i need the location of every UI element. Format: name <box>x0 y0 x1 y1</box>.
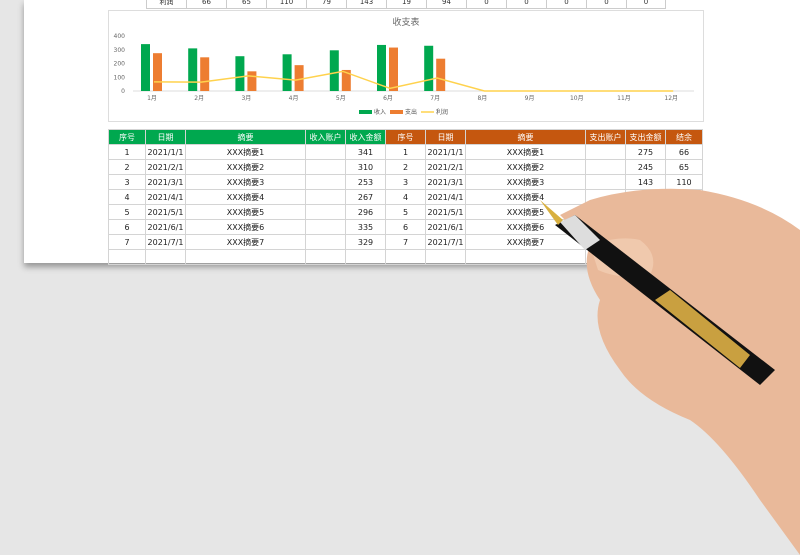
column-header[interactable]: 支出账户 <box>585 129 626 145</box>
legend-label: 支出 <box>405 108 417 116</box>
profit-cell: 0 <box>586 0 626 8</box>
column-header[interactable]: 收入金额 <box>345 129 386 145</box>
expense-bar <box>153 53 162 91</box>
column-header[interactable]: 日期 <box>425 129 466 145</box>
column-header[interactable]: 支出金额 <box>625 129 666 145</box>
legend-swatch <box>390 110 403 114</box>
profit-cell: 94 <box>426 0 466 8</box>
column-header[interactable]: 摘要 <box>465 129 586 145</box>
ledger-table: 序号 日期 摘要 收入账户 收入金额 序号 日期 摘要 支出账户 支出金额 结余 1 2021/1/1 X… <box>108 129 703 265</box>
column-header[interactable]: 序号 <box>108 129 146 145</box>
y-tick-label: 100 <box>114 74 126 81</box>
income-bar <box>424 45 434 91</box>
expense-bar <box>294 65 304 91</box>
income-bar <box>329 50 339 91</box>
expense-bar <box>341 69 351 91</box>
profit-cell: 66 <box>186 0 226 8</box>
legend-label: 利润 <box>436 108 448 116</box>
profit-cell: 65 <box>226 0 266 8</box>
x-tick-label: 2月 <box>194 95 204 102</box>
column-header[interactable]: 序号 <box>385 129 426 145</box>
profit-cell: 0 <box>466 0 506 8</box>
table-row: 2 2021/2/1 XXX摘要2 310 2 2021/2/1 XXX摘要2 245 65 <box>108 159 703 175</box>
profit-cell: 0 <box>506 0 546 8</box>
x-tick-label: 3月 <box>241 95 251 102</box>
x-tick-label: 9月 <box>525 95 535 102</box>
chart-title: 收支表 <box>392 16 419 28</box>
profit-cell: 0 <box>626 0 666 8</box>
x-tick-label: 7月 <box>430 95 440 102</box>
x-tick-label: 6月 <box>383 95 393 102</box>
y-tick-label: 400 <box>114 33 126 40</box>
expense-bar <box>389 47 398 91</box>
profit-cell: 0 <box>546 0 586 8</box>
column-header[interactable]: 结余 <box>665 129 703 145</box>
profit-row: 利润 66 65 110 79 143 19 94 0 0 0 0 0 <box>146 0 666 9</box>
profit-cell: 79 <box>306 0 346 8</box>
profit-cell: 19 <box>386 0 426 8</box>
x-tick-label: 12月 <box>664 95 678 102</box>
x-tick-label: 8月 <box>477 95 487 102</box>
legend-label: 收入 <box>374 108 386 116</box>
y-tick-label: 200 <box>114 61 126 68</box>
income-bar <box>377 44 386 91</box>
income-bar <box>141 44 150 91</box>
profit-cell: 143 <box>346 0 386 8</box>
income-bar <box>282 54 292 91</box>
expense-bar <box>247 71 257 91</box>
legend-swatch <box>359 110 372 114</box>
y-tick-label: 300 <box>114 47 126 54</box>
income-bar <box>235 56 245 91</box>
expense-bar <box>436 58 446 91</box>
x-tick-label: 10月 <box>570 95 584 102</box>
x-tick-label: 1月 <box>147 95 157 102</box>
y-tick-label: 0 <box>121 88 125 95</box>
expense-bar <box>200 57 210 91</box>
x-tick-label: 4月 <box>289 95 299 102</box>
profit-line <box>153 70 674 92</box>
x-tick-label: 5月 <box>336 95 346 102</box>
income-bar <box>188 48 198 91</box>
profit-cell: 110 <box>266 0 306 8</box>
x-tick-label: 11月 <box>617 95 631 102</box>
profit-label: 利润 <box>146 0 186 8</box>
table-row: 1 2021/1/1 XXX摘要1 341 1 2021/1/1 XXX摘要1 275 66 <box>108 144 703 160</box>
income-expense-chart: 收支表 0 100 200 300 400 1月 2月 3月 4月 5月 6月 7月 8月 9月 10月 11月… <box>108 10 704 122</box>
